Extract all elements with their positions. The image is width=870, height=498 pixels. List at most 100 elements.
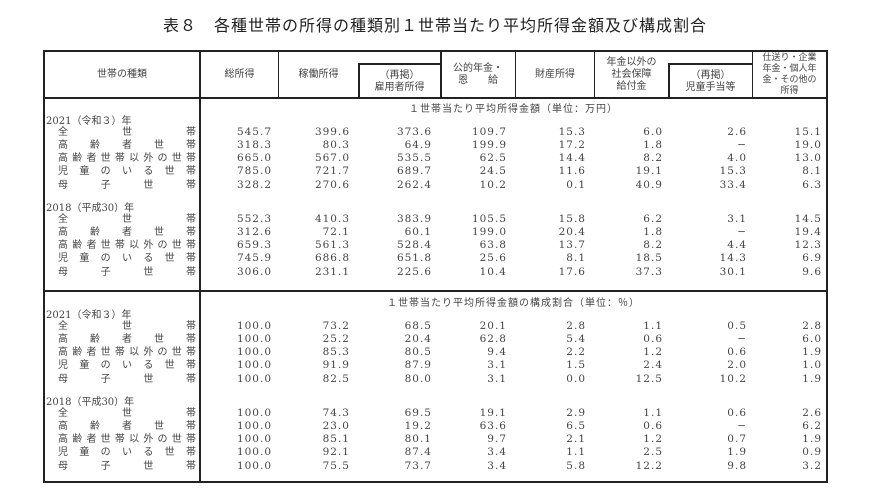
value-cell: 100.0 [236, 406, 272, 419]
header-employee-income: （再掲） 雇用者所得 [374, 69, 425, 93]
border-left [43, 50, 45, 483]
value-cell: 25.6 [479, 252, 507, 265]
value-cell: 72.1 [322, 225, 350, 238]
value-cell: 3.4 [487, 459, 507, 472]
header-line [515, 50, 516, 98]
value-cell: 721.7 [314, 165, 350, 178]
header-other-income: 仕送り・企業 年金・個人年 金・その他の 所得 [762, 52, 817, 96]
value-cell: 17.2 [558, 138, 586, 151]
value-cell: 3.1 [487, 372, 507, 385]
value-cell: 12.2 [635, 459, 663, 472]
value-cell: 100.0 [236, 433, 272, 446]
value-cell: 15.3 [558, 125, 586, 138]
row-label: 児童のいる世帯 [58, 166, 196, 178]
value-cell: 306.0 [236, 265, 272, 278]
value-cell: 1.1 [643, 406, 663, 419]
value-cell: 63.6 [479, 419, 507, 432]
value-cell: 25.2 [322, 332, 350, 345]
row-label: 高齢者世帯 [58, 420, 196, 432]
value-cell: 87.9 [404, 359, 432, 372]
header-divider [43, 97, 828, 99]
header-line [752, 50, 753, 98]
value-cell: 689.7 [396, 165, 432, 178]
section-caption: １世帯当たり平均所得金額の構成割合（単位：％） [387, 298, 640, 309]
value-cell: 4.4 [727, 239, 747, 252]
value-cell: 10.2 [719, 372, 747, 385]
row-label: 全世帯 [58, 126, 196, 138]
value-cell: 14.5 [794, 212, 822, 225]
row-label: 全世帯 [58, 320, 196, 332]
value-cell: 4.0 [727, 152, 747, 165]
row-label: 高齢者世帯 [58, 333, 196, 345]
table-title: 表８ 各種世帯の所得の種類別１世帯当たり平均所得金額及び構成割合 [162, 16, 707, 35]
value-cell: 20.4 [558, 225, 586, 238]
value-cell: − [737, 332, 747, 345]
value-cell: 30.1 [719, 265, 747, 278]
value-cell: 23.0 [322, 419, 350, 432]
value-cell: 100.0 [236, 459, 272, 472]
value-cell: 6.0 [802, 332, 822, 345]
value-cell: 5.8 [566, 459, 586, 472]
value-cell: 2.6 [727, 125, 747, 138]
value-cell: 3.1 [727, 212, 747, 225]
value-cell: 64.9 [404, 138, 432, 151]
value-cell: 9.6 [802, 265, 822, 278]
value-cell: 262.4 [396, 178, 432, 191]
value-cell: 85.1 [322, 433, 350, 446]
header-line [668, 63, 670, 98]
value-cell: 545.7 [236, 125, 272, 138]
value-cell: 659.3 [236, 239, 272, 252]
value-cell: 1.1 [566, 446, 586, 459]
row-label: 母子世帯 [58, 266, 196, 278]
year-heading: 2021（令和３）年 [46, 310, 132, 321]
value-cell: 37.3 [635, 265, 663, 278]
value-cell: 528.4 [396, 239, 432, 252]
value-cell: 6.0 [643, 125, 663, 138]
row-label: 高齢者世帯 [58, 139, 196, 151]
row-label: 母子世帯 [58, 179, 196, 191]
value-cell: 105.5 [471, 212, 507, 225]
value-cell: 100.0 [236, 372, 272, 385]
section-divider [43, 290, 828, 292]
value-cell: 0.6 [643, 332, 663, 345]
value-cell: 3.2 [802, 459, 822, 472]
value-cell: 33.4 [719, 178, 747, 191]
value-cell: 2.8 [802, 319, 822, 332]
row-label: 全世帯 [58, 407, 196, 419]
value-cell: 19.2 [404, 419, 432, 432]
value-cell: 80.0 [404, 372, 432, 385]
header-line [358, 63, 441, 65]
value-cell: 40.9 [635, 178, 663, 191]
value-cell: 2.9 [566, 406, 586, 419]
year-heading: 2018（平成30）年 [46, 203, 135, 214]
value-cell: 91.9 [322, 359, 350, 372]
value-cell: 665.0 [236, 152, 272, 165]
value-cell: 6.5 [566, 419, 586, 432]
value-cell: 8.2 [643, 152, 663, 165]
value-cell: 552.3 [236, 212, 272, 225]
value-cell: 80.1 [404, 433, 432, 446]
value-cell: 535.5 [396, 152, 432, 165]
value-cell: 15.3 [719, 165, 747, 178]
value-cell: 383.9 [396, 212, 432, 225]
value-cell: 63.8 [479, 239, 507, 252]
value-cell: 6.9 [802, 252, 822, 265]
value-cell: 12.5 [635, 372, 663, 385]
row-label: 高齢者世帯以外の世帯 [58, 434, 196, 446]
value-cell: 100.0 [236, 446, 272, 459]
value-cell: − [737, 419, 747, 432]
header-line [440, 50, 442, 98]
year-heading: 2021（令和３）年 [46, 116, 132, 127]
year-heading: 2018（平成30）年 [46, 397, 135, 408]
value-cell: 14.4 [558, 152, 586, 165]
value-cell: 6.3 [802, 178, 822, 191]
value-cell: 2.2 [566, 346, 586, 359]
value-cell: 0.7 [727, 433, 747, 446]
border-top [43, 50, 828, 52]
value-cell: 100.0 [236, 346, 272, 359]
value-cell: 75.5 [322, 459, 350, 472]
value-cell: 561.3 [314, 239, 350, 252]
value-cell: 745.9 [236, 252, 272, 265]
value-cell: 5.4 [566, 332, 586, 345]
value-cell: 3.1 [487, 359, 507, 372]
